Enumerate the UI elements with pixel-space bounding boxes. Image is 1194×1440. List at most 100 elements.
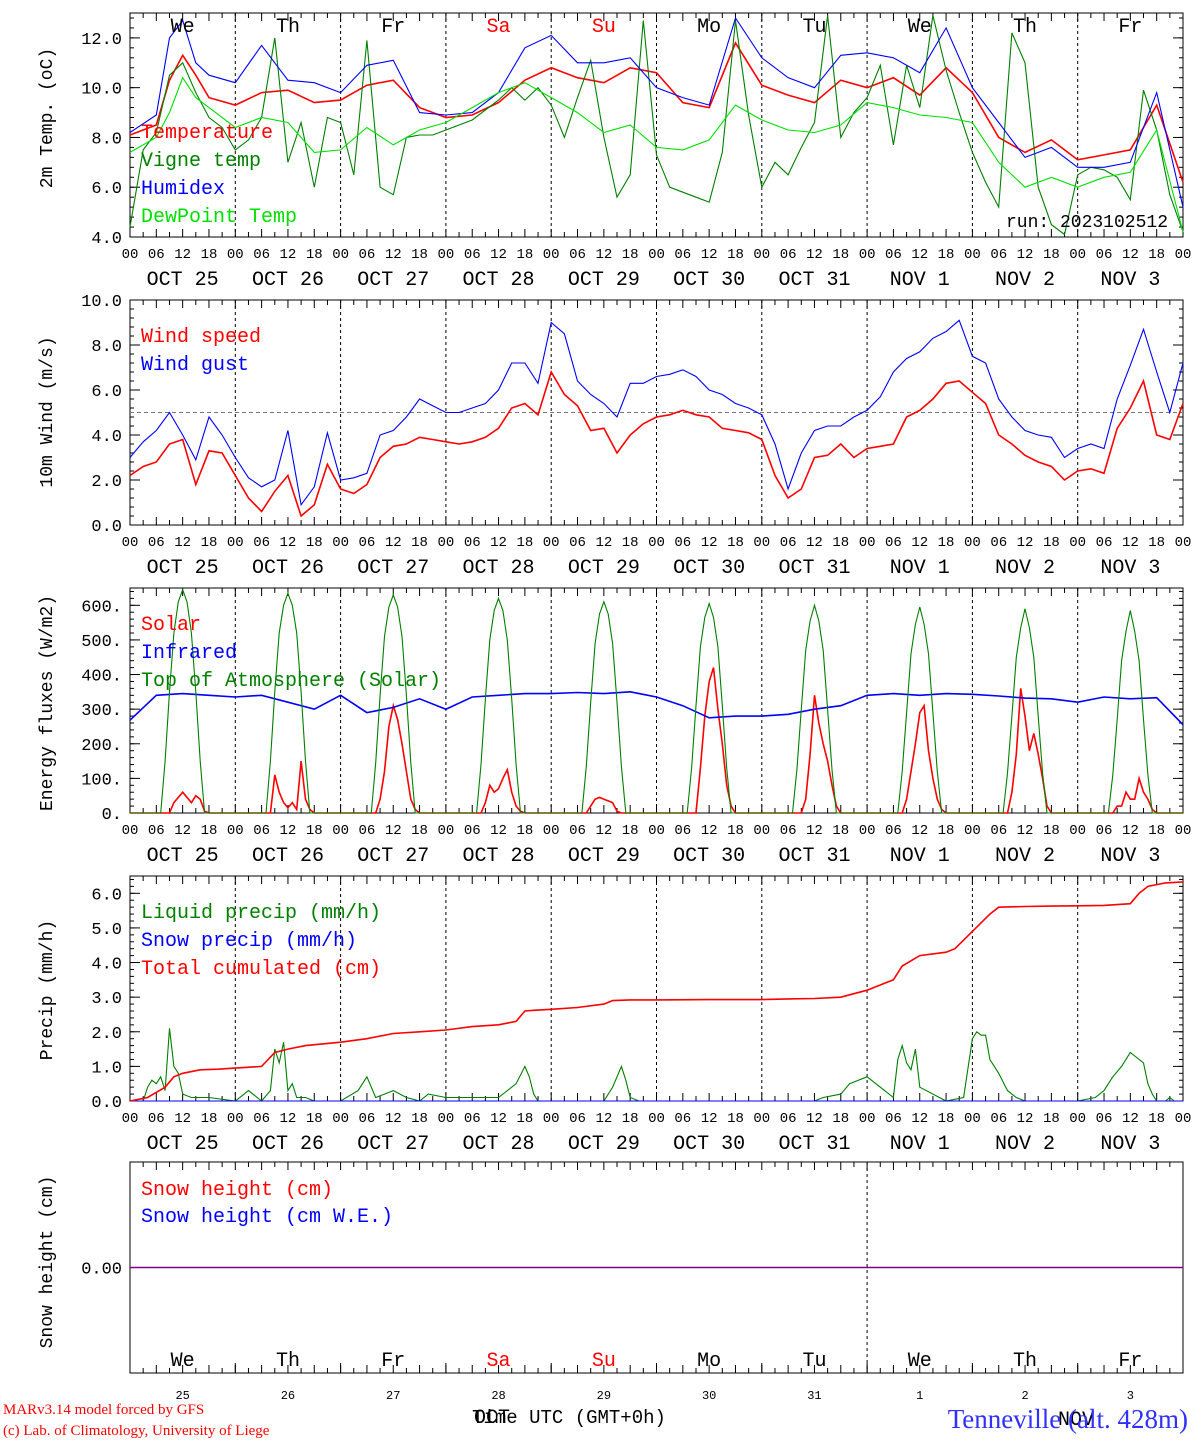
hour-tick-label: 00 [859, 535, 876, 551]
series-line-total-cumulated-cm- [129, 881, 1184, 1102]
weekday-label: Tu [802, 1350, 826, 1373]
hour-tick-label: 06 [569, 535, 586, 551]
y-tick-label: 500. [81, 633, 122, 652]
y-tick-label: 5.0 [91, 921, 122, 940]
hour-tick-label: 18 [938, 1111, 955, 1127]
series-line-infrared [129, 690, 1184, 726]
series-line-humidex [129, 16, 1184, 208]
hour-tick-label: 06 [148, 823, 165, 839]
hour-tick-label: 00 [648, 247, 665, 263]
hour-tick-label: 12 [911, 535, 928, 551]
hour-tick-label: 00 [1175, 535, 1192, 551]
hour-tick-label: 00 [1175, 247, 1192, 263]
hour-tick-label: 12 [385, 823, 402, 839]
legend-entry: Wind speed [141, 326, 261, 349]
month-overlay-oct: OCT [474, 1407, 510, 1430]
hour-tick-label: 18 [201, 535, 218, 551]
hour-tick-label: 00 [227, 1111, 244, 1127]
y-tick-label: 3.0 [91, 990, 122, 1009]
y-tick-label: 10.0 [81, 81, 122, 100]
y-tick-label: 6.0 [91, 886, 122, 905]
legend-entry: Total cumulated (cm) [141, 958, 381, 981]
hour-tick-label: 00 [332, 823, 349, 839]
legend-entry: Temperature [141, 122, 273, 145]
run-label: run: 2023102512 [1006, 213, 1168, 233]
hour-tick-label: 18 [727, 535, 744, 551]
hour-tick-label: 12 [1122, 823, 1139, 839]
hour-tick-label: 18 [411, 823, 428, 839]
hour-tick-label: 12 [806, 535, 823, 551]
hour-tick-label: 00 [1069, 535, 1086, 551]
hour-tick-label: 06 [359, 535, 376, 551]
date-label: OCT 29 [568, 845, 640, 868]
hour-tick-label: 06 [464, 535, 481, 551]
hour-tick-label: 06 [780, 823, 797, 839]
hour-tick-label: 18 [411, 535, 428, 551]
date-label: NOV 1 [890, 845, 950, 868]
hour-tick-label: 06 [674, 247, 691, 263]
weekday-label: We [908, 16, 932, 39]
hour-tick-label: 18 [938, 535, 955, 551]
hour-tick-label: 06 [990, 1111, 1007, 1127]
hour-tick-label: 06 [990, 823, 1007, 839]
hour-tick-label: 18 [201, 823, 218, 839]
legend-entry: Humidex [141, 178, 225, 201]
hour-tick-label: 12 [280, 1111, 297, 1127]
hour-tick-label: 00 [964, 823, 981, 839]
hour-tick-label: 06 [253, 535, 270, 551]
hour-tick-label: 12 [174, 823, 191, 839]
hour-tick-label: 00 [859, 823, 876, 839]
date-label: OCT 26 [252, 845, 324, 868]
hour-tick-label: 12 [1017, 247, 1034, 263]
hour-tick-label: 12 [806, 247, 823, 263]
y-tick-label: 200. [81, 737, 122, 756]
hour-tick-label: 00 [543, 1111, 560, 1127]
hour-tick-label: 12 [1017, 1111, 1034, 1127]
hour-tick-label: 12 [280, 823, 297, 839]
day-number-label: 29 [597, 1389, 611, 1403]
hour-tick-label: 06 [990, 247, 1007, 263]
date-label: OCT 28 [463, 1133, 535, 1156]
hour-tick-label: 12 [1017, 535, 1034, 551]
y-tick-label: 100. [81, 771, 122, 790]
date-label: OCT 25 [147, 845, 219, 868]
hour-tick-label: 06 [148, 247, 165, 263]
weekday-label: Sa [487, 16, 511, 39]
date-label: OCT 29 [568, 269, 640, 292]
plot-frame-0 [129, 12, 1184, 238]
hour-tick-label: 18 [1148, 823, 1165, 839]
y-tick-label: 6.0 [91, 383, 122, 402]
hour-tick-label: 12 [490, 1111, 507, 1127]
hour-tick-label: 06 [780, 1111, 797, 1127]
day-number-label: 2 [1021, 1389, 1028, 1403]
y-tick-label: 1.0 [91, 1059, 122, 1078]
hour-tick-label: 00 [753, 1111, 770, 1127]
hour-tick-label: 18 [306, 1111, 323, 1127]
date-label: OCT 31 [778, 1133, 850, 1156]
weekday-label: Su [592, 1350, 616, 1373]
hour-tick-label: 18 [516, 247, 533, 263]
hour-tick-label: 00 [543, 535, 560, 551]
station-title: Tenneville (alt. 428m) [948, 1404, 1188, 1434]
hour-tick-label: 00 [122, 1111, 139, 1127]
hour-tick-label: 00 [122, 823, 139, 839]
weekday-label: Fr [381, 16, 405, 39]
hour-tick-label: 00 [332, 247, 349, 263]
weekday-label: Fr [1118, 16, 1142, 39]
y-tick-label: 300. [81, 702, 122, 721]
hour-tick-label: 00 [227, 535, 244, 551]
hour-tick-label: 18 [1043, 535, 1060, 551]
day-number-label: 31 [807, 1389, 821, 1403]
weekday-label: We [908, 1350, 932, 1373]
hour-tick-label: 06 [780, 247, 797, 263]
legend-entry: Solar [141, 614, 201, 637]
hour-tick-label: 00 [332, 1111, 349, 1127]
hour-tick-label: 12 [701, 247, 718, 263]
weekday-label: Th [1013, 16, 1037, 39]
hour-tick-label: 06 [569, 1111, 586, 1127]
x-axis-label: Time UTC (GMT+0h) [472, 1407, 666, 1429]
y-tick-label: 0.0 [91, 1094, 122, 1113]
credit-line-1: MARv3.14 model forced by GFS [3, 1402, 204, 1418]
hour-tick-label: 18 [622, 535, 639, 551]
hour-tick-label: 18 [938, 823, 955, 839]
